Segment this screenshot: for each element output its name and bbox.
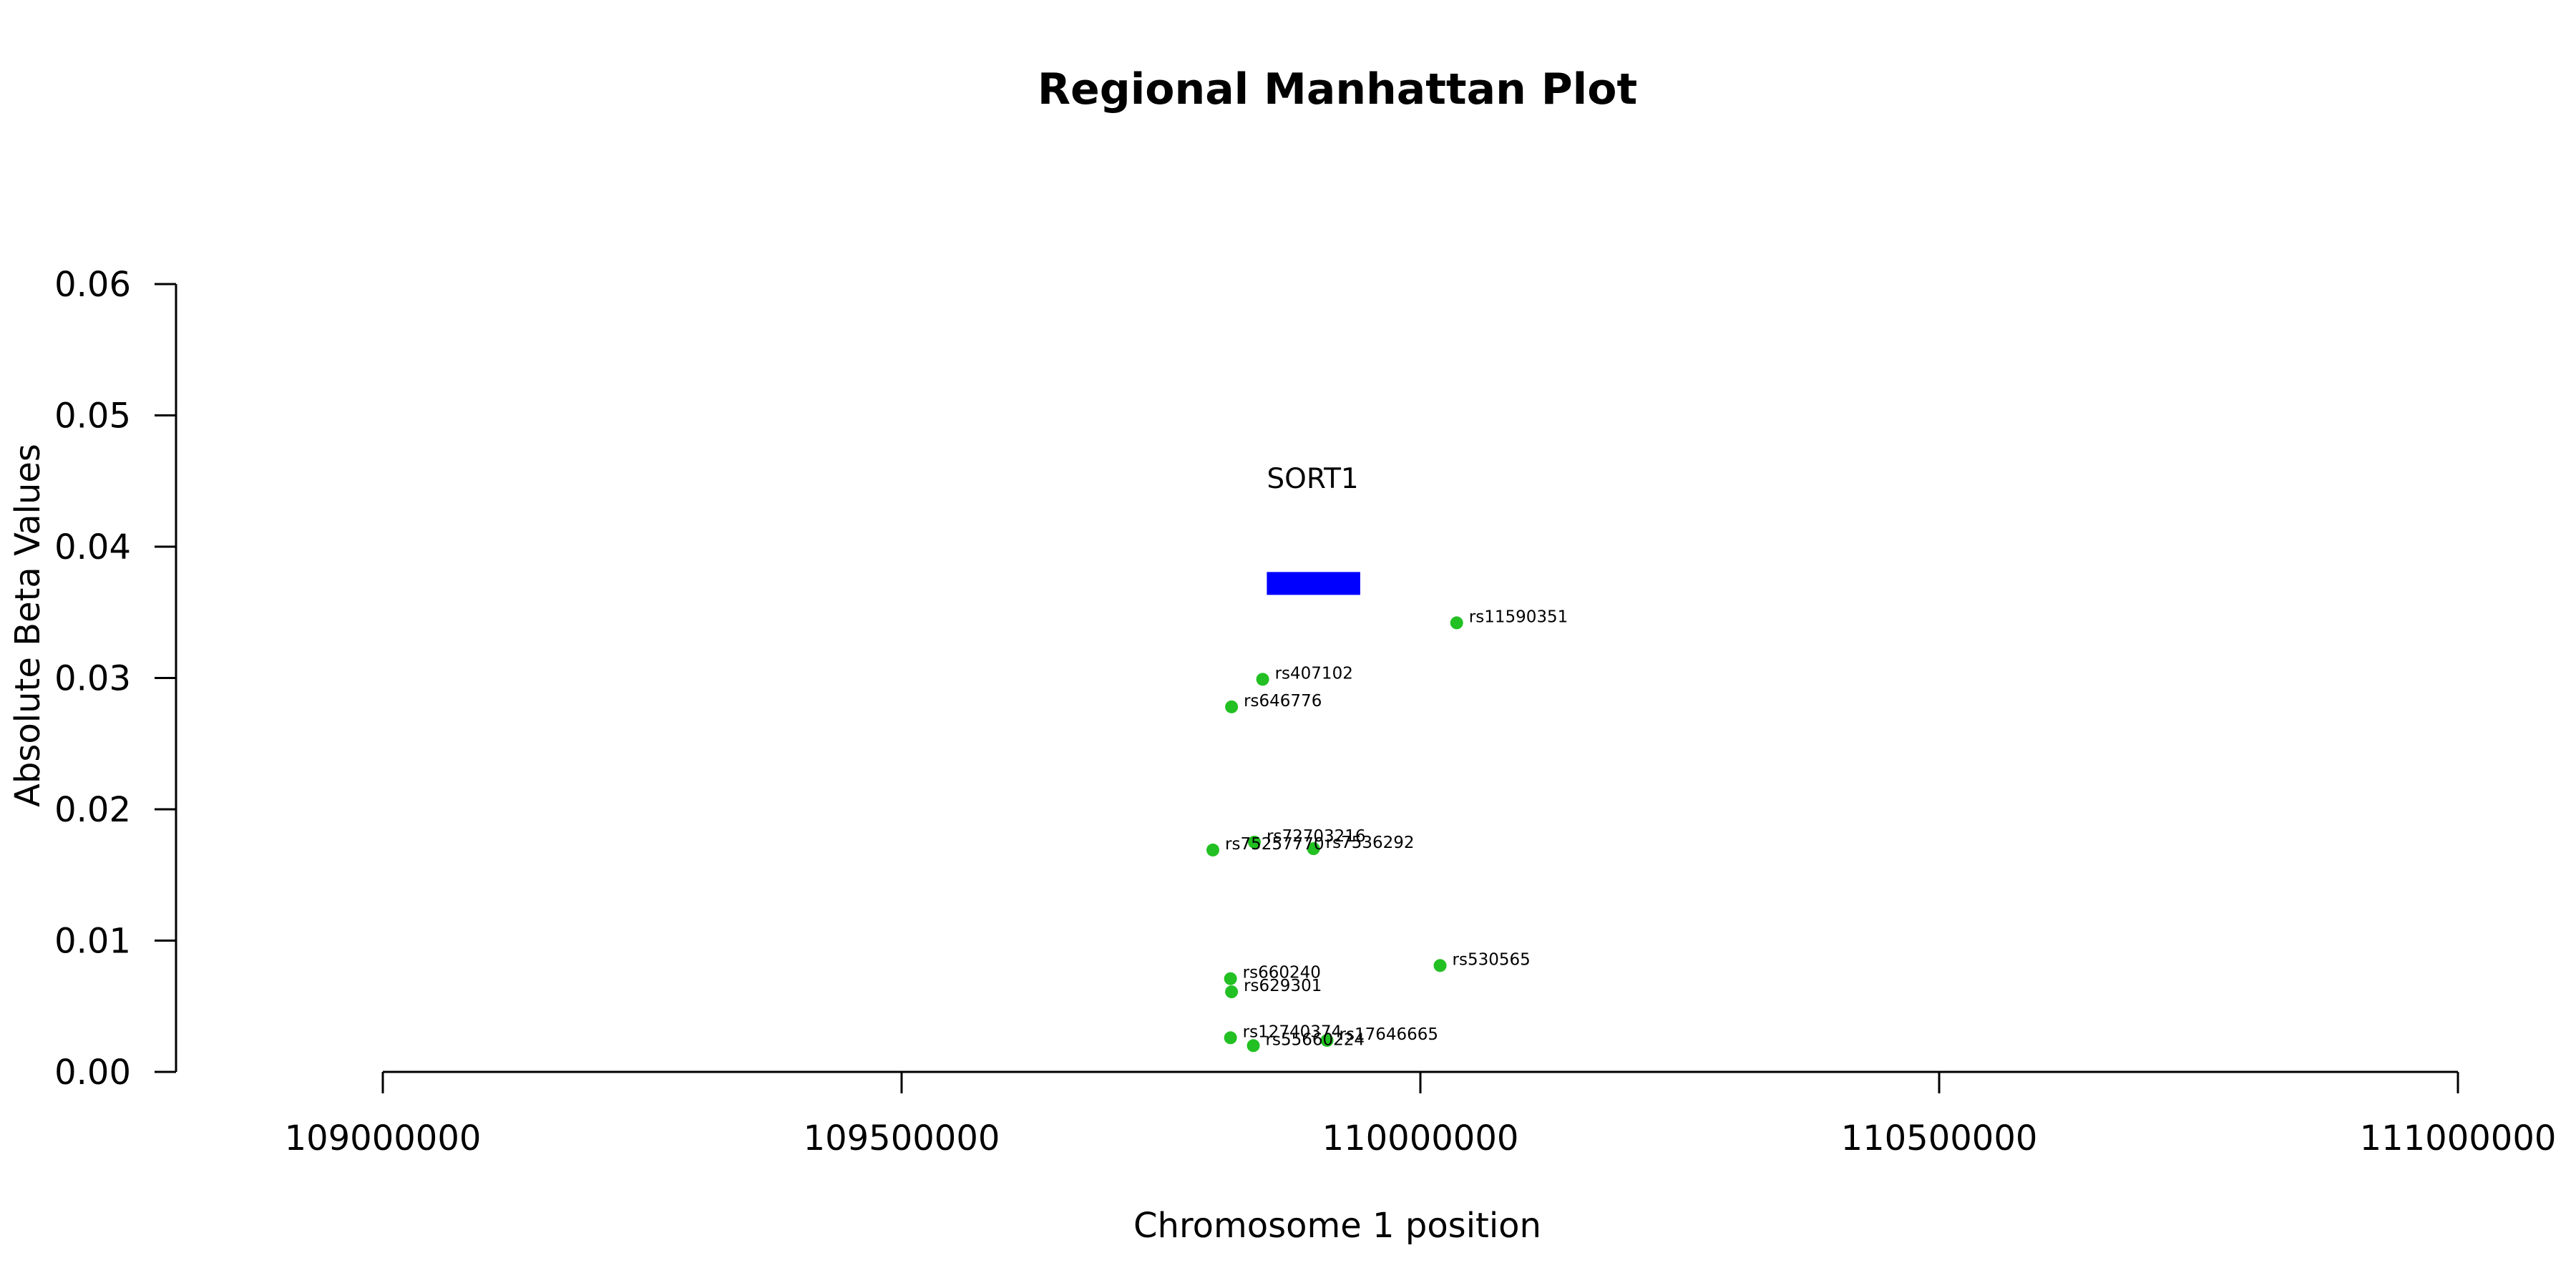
snp-label: rs646776 <box>1244 692 1322 711</box>
snp-point <box>1450 616 1463 630</box>
y-tick-label: 0.00 <box>54 1053 131 1093</box>
y-axis: 0.00 0.01 0.02 0.03 0.04 0.05 0.06 <box>54 265 177 1093</box>
snp-point <box>1433 959 1447 972</box>
snp-label: rs407102 <box>1275 664 1353 683</box>
snp-point <box>1256 673 1269 686</box>
x-axis-label: Chromosome 1 position <box>1133 1206 1541 1246</box>
x-tick-label: 109000000 <box>285 1118 482 1158</box>
x-tick-label: 109500000 <box>804 1118 1000 1158</box>
gene-label: SORT1 <box>1267 463 1358 495</box>
snp-point <box>1246 1039 1260 1053</box>
snp-label: rs17646665 <box>1340 1025 1439 1044</box>
y-tick-label: 0.06 <box>54 265 131 305</box>
snp-labels: rs11590351 rs407102 rs646776 rs72703216rs75… <box>1225 608 1568 1049</box>
gene-bar <box>1267 572 1360 595</box>
snp-label: rs75257770 <box>1225 835 1324 854</box>
snp-point <box>1224 1031 1237 1045</box>
x-tick-label: 110500000 <box>1841 1118 2038 1158</box>
chart-title: Regional Manhattan Plot <box>1038 64 1637 114</box>
snp-point <box>1225 985 1239 999</box>
snp-label: rs660240 <box>1243 964 1321 982</box>
snp-label: rs7536292 <box>1326 834 1415 852</box>
y-tick-label: 0.04 <box>54 527 131 567</box>
snp-point <box>1224 972 1237 985</box>
snp-point <box>1248 835 1261 849</box>
x-tick-label: 111000000 <box>2360 1118 2557 1158</box>
snp-label: rs72703216 <box>1267 827 1366 846</box>
snp-points <box>1206 616 1463 1053</box>
y-tick-label: 0.02 <box>54 790 131 830</box>
x-tick-label: 110000000 <box>1322 1118 1519 1158</box>
snp-label: rs530565 <box>1453 950 1531 969</box>
y-tick-label: 0.05 <box>54 396 131 436</box>
snp-point <box>1307 842 1320 856</box>
snp-point <box>1225 700 1239 713</box>
snp-point <box>1320 1033 1334 1047</box>
y-tick-label: 0.03 <box>54 659 131 699</box>
snp-label: rs12740374 <box>1243 1023 1342 1041</box>
y-tick-label: 0.01 <box>54 922 131 962</box>
x-axis: 109000000 109500000 110000000 110500000 1110… <box>285 1070 2557 1158</box>
snp-label: rs629301 <box>1244 977 1322 995</box>
gene-track: SORT1 <box>1267 463 1360 595</box>
y-axis-label: Absolute Beta Values <box>8 444 48 807</box>
snp-point <box>1206 843 1219 857</box>
snp-label: rs55660224 <box>1266 1030 1365 1049</box>
snp-label: rs11590351 <box>1469 608 1568 626</box>
